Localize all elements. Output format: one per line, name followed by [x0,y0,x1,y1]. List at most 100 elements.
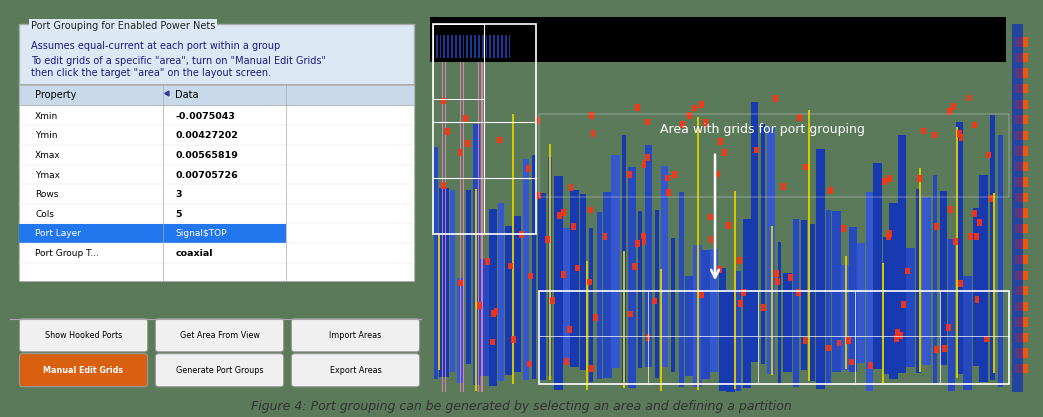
Text: coaxial: coaxial [175,249,213,258]
Bar [734,191,736,389]
Bar [498,35,499,58]
Bar [890,203,898,379]
Bar [972,121,977,128]
Bar [979,175,989,382]
Bar [708,214,713,221]
Bar [447,35,450,58]
Bar [628,167,636,387]
FancyBboxPatch shape [155,354,284,387]
Bar [726,290,734,392]
Bar [801,220,807,370]
Bar [589,365,593,372]
Bar [529,273,533,279]
Bar [1015,333,1028,342]
Bar [718,138,723,145]
Bar [1015,286,1028,296]
Text: 5: 5 [175,210,181,219]
Bar [841,265,849,369]
FancyBboxPatch shape [291,354,419,387]
Bar [898,135,906,373]
Bar [482,35,484,58]
Bar [1015,84,1028,93]
Bar [867,192,873,391]
Bar [828,188,833,194]
Bar [592,314,598,321]
Bar [655,210,658,378]
Bar [1015,224,1028,233]
Bar [458,279,463,286]
Bar [475,189,477,391]
Text: Property: Property [35,90,76,100]
Bar [709,249,719,372]
Bar [687,112,692,119]
Bar [777,242,781,384]
Bar [1015,193,1028,202]
Bar [434,148,438,379]
Bar [957,130,962,137]
Bar [470,35,472,58]
Bar [641,161,647,168]
Bar [887,230,892,237]
FancyBboxPatch shape [155,319,284,352]
Bar [883,237,889,374]
Bar [906,248,915,367]
Bar [836,340,842,347]
Bar [932,175,937,383]
Bar [1015,146,1028,156]
Bar [561,271,566,277]
Bar [1015,317,1028,327]
Bar [490,339,495,345]
Bar [458,149,462,156]
Bar [519,231,524,238]
Bar [967,95,971,101]
Bar [935,223,940,230]
Bar [505,226,513,375]
Text: Cols: Cols [35,210,54,219]
Bar [489,35,491,58]
Text: Export Areas: Export Areas [330,366,382,375]
Bar [564,358,568,365]
Bar [947,108,952,115]
Bar [557,212,562,219]
Text: 3: 3 [175,190,181,199]
Bar [19,85,414,105]
Bar [493,35,495,58]
Bar [940,191,946,365]
Text: Generate Port Groups: Generate Port Groups [176,366,263,375]
Bar [857,243,865,363]
Bar [901,301,905,308]
Bar [887,234,892,241]
Bar [736,271,741,391]
Bar [571,190,579,367]
Bar [832,211,842,372]
Bar [539,291,1010,384]
Bar [761,124,765,364]
Bar [665,175,671,181]
Bar [873,163,882,369]
Bar [802,337,807,344]
Bar [826,345,831,352]
Bar [781,183,785,190]
Bar [917,176,922,182]
Text: Ymin: Ymin [35,131,57,141]
Bar [722,149,727,156]
Text: Area with grids for port grouping: Area with grids for port grouping [660,123,866,136]
Bar [611,155,621,368]
Bar [526,166,531,172]
Bar [948,206,952,213]
Bar [588,206,592,214]
Bar [1015,301,1028,311]
Bar [973,208,978,366]
Bar [660,269,662,391]
Bar [478,35,480,58]
Bar [754,147,758,153]
Bar [498,137,502,143]
Bar [715,171,721,177]
Bar [919,168,921,372]
Bar [1015,115,1028,124]
Bar [916,189,921,373]
Bar [444,128,450,135]
Bar [726,222,731,229]
Bar [1015,255,1028,264]
Bar [1015,239,1028,249]
